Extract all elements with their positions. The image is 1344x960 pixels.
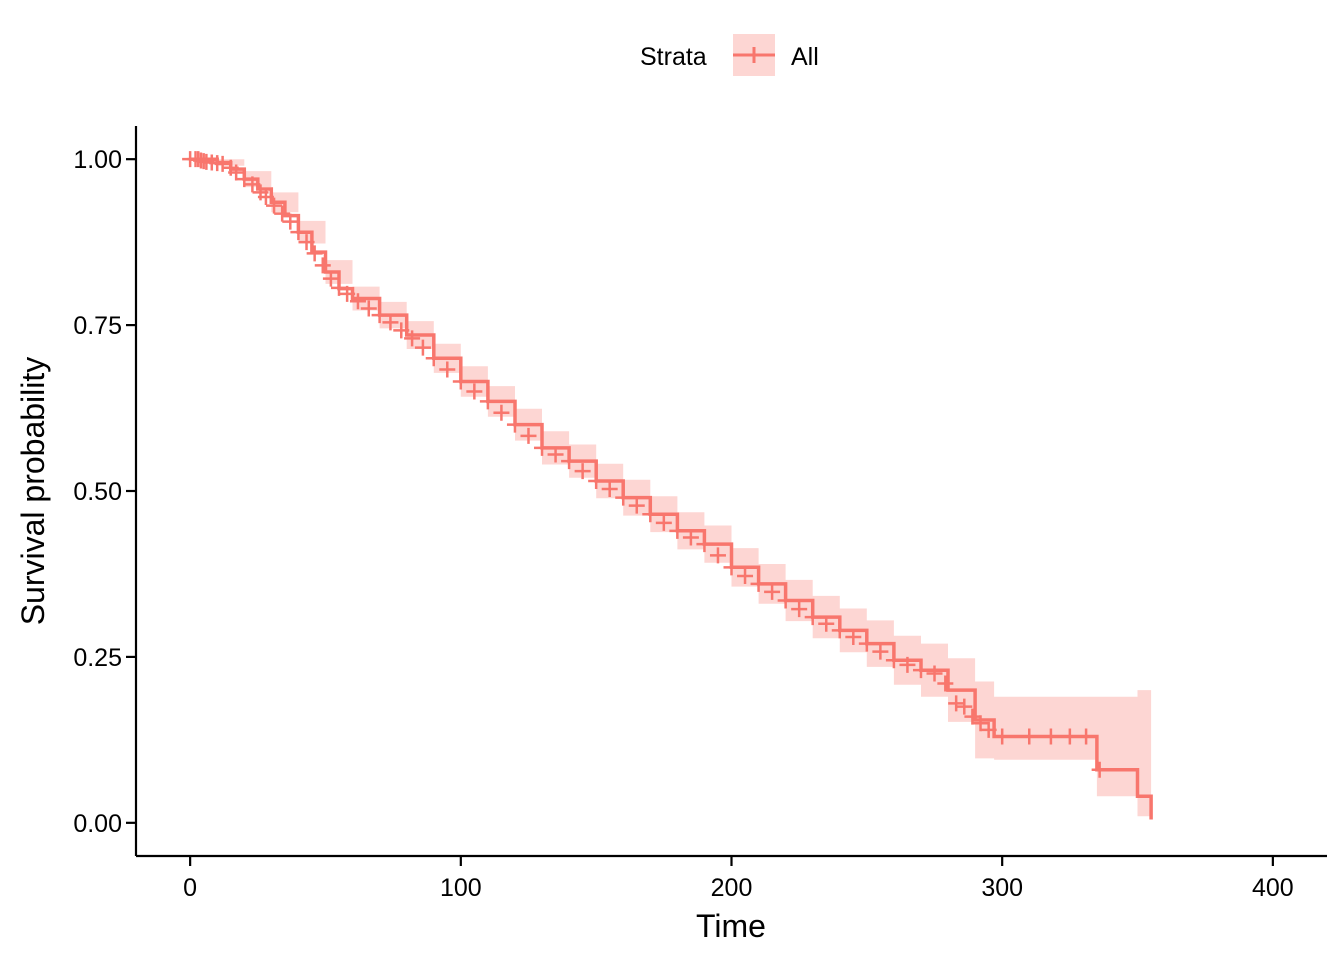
censor-mark bbox=[972, 715, 989, 732]
censor-mark bbox=[214, 155, 231, 172]
censor-mark bbox=[439, 361, 456, 378]
censor-mark bbox=[956, 698, 973, 715]
censor-mark bbox=[452, 373, 469, 390]
censor-mark bbox=[314, 257, 331, 274]
censor-mark bbox=[547, 446, 564, 463]
censor-mark bbox=[655, 514, 672, 531]
censor-mark bbox=[1091, 761, 1108, 778]
censor-mark bbox=[845, 629, 862, 645]
y-tick-label: 0.50 bbox=[73, 478, 122, 506]
censor-mark bbox=[266, 197, 283, 214]
censor-mark bbox=[360, 300, 377, 317]
censor-mark bbox=[257, 189, 274, 206]
censor-mark bbox=[669, 522, 686, 539]
x-tick-label: 300 bbox=[981, 874, 1023, 902]
censor-mark bbox=[885, 652, 902, 669]
y-tick-label: 0.00 bbox=[73, 810, 122, 838]
censor-mark bbox=[682, 529, 699, 546]
censor-mark bbox=[964, 708, 981, 725]
censor-mark bbox=[709, 547, 726, 564]
censor-mark bbox=[298, 234, 315, 251]
confidence-band-layer bbox=[190, 159, 1152, 817]
x-tick-label: 200 bbox=[711, 874, 753, 902]
censor-mark bbox=[493, 404, 510, 421]
censor-mark bbox=[393, 322, 410, 339]
censor-mark bbox=[601, 481, 618, 498]
censor-mark bbox=[615, 489, 632, 506]
censor-mark bbox=[404, 330, 421, 347]
censor-mark bbox=[561, 453, 578, 470]
censor-mark bbox=[948, 695, 965, 712]
censor-mark bbox=[425, 350, 442, 367]
y-tick-label: 0.75 bbox=[73, 312, 122, 340]
x-axis-title: Time bbox=[696, 908, 766, 944]
censor-mark bbox=[339, 285, 356, 302]
censor-mark bbox=[994, 728, 1011, 745]
censor-mark bbox=[831, 622, 848, 639]
censor-mark bbox=[1078, 728, 1095, 745]
y-tick-label: 0.25 bbox=[73, 644, 122, 672]
censor-mark bbox=[723, 559, 740, 576]
x-tick-label: 100 bbox=[440, 874, 482, 902]
censor-mark bbox=[414, 339, 431, 356]
censor-mark bbox=[479, 393, 496, 410]
censor-mark bbox=[322, 270, 339, 287]
censor-mark bbox=[244, 176, 261, 193]
legend: Strata All bbox=[640, 34, 819, 76]
censor-mark bbox=[628, 497, 645, 514]
y-axis-title: Survival probability bbox=[15, 357, 51, 626]
censor-mark bbox=[899, 656, 916, 673]
censor-mark bbox=[1042, 728, 1059, 745]
censor-mark bbox=[777, 592, 794, 609]
censor-mark bbox=[912, 662, 929, 679]
censor-mark bbox=[588, 473, 605, 490]
x-ticks: 0 100 200 300 400 bbox=[183, 856, 1294, 902]
censor-mark bbox=[274, 205, 291, 222]
censor-mark bbox=[858, 635, 875, 652]
censor-mark bbox=[371, 307, 388, 324]
confidence-band bbox=[190, 159, 1152, 817]
censor-mark bbox=[642, 506, 659, 523]
censor-mark bbox=[980, 721, 997, 738]
censor-mark bbox=[466, 383, 483, 400]
censor-mark bbox=[382, 314, 399, 331]
x-tick-label: 0 bbox=[183, 874, 197, 902]
x-tick-label: 400 bbox=[1252, 874, 1294, 902]
censor-mark bbox=[926, 665, 943, 682]
censor-mark bbox=[331, 279, 348, 296]
censor-mark bbox=[764, 583, 781, 600]
censor-mark bbox=[228, 164, 245, 181]
censor-mark bbox=[818, 615, 835, 632]
legend-entry-all: All bbox=[791, 43, 819, 71]
censor-mark bbox=[534, 439, 551, 456]
censor-mark bbox=[804, 609, 821, 626]
censor-mark bbox=[737, 567, 754, 584]
censor-mark bbox=[791, 601, 808, 618]
censor-mark bbox=[750, 575, 767, 592]
censor-mark bbox=[290, 224, 307, 241]
y-ticks: 0.00 0.25 0.50 0.75 1.00 bbox=[73, 146, 136, 838]
censor-marks-layer bbox=[182, 151, 1108, 778]
legend-title: Strata bbox=[640, 43, 707, 71]
censor-mark bbox=[282, 213, 299, 230]
censor-mark bbox=[306, 245, 323, 262]
censor-mark bbox=[1021, 728, 1038, 745]
censor-mark bbox=[520, 427, 537, 444]
censor-mark bbox=[937, 675, 954, 692]
censor-mark bbox=[349, 293, 366, 310]
censor-mark bbox=[574, 463, 591, 480]
y-tick-label: 1.00 bbox=[73, 146, 122, 174]
censor-mark bbox=[506, 416, 523, 433]
censor-mark bbox=[236, 171, 253, 188]
censor-mark bbox=[872, 643, 889, 660]
censor-mark bbox=[696, 536, 713, 553]
censor-mark bbox=[1061, 728, 1078, 745]
